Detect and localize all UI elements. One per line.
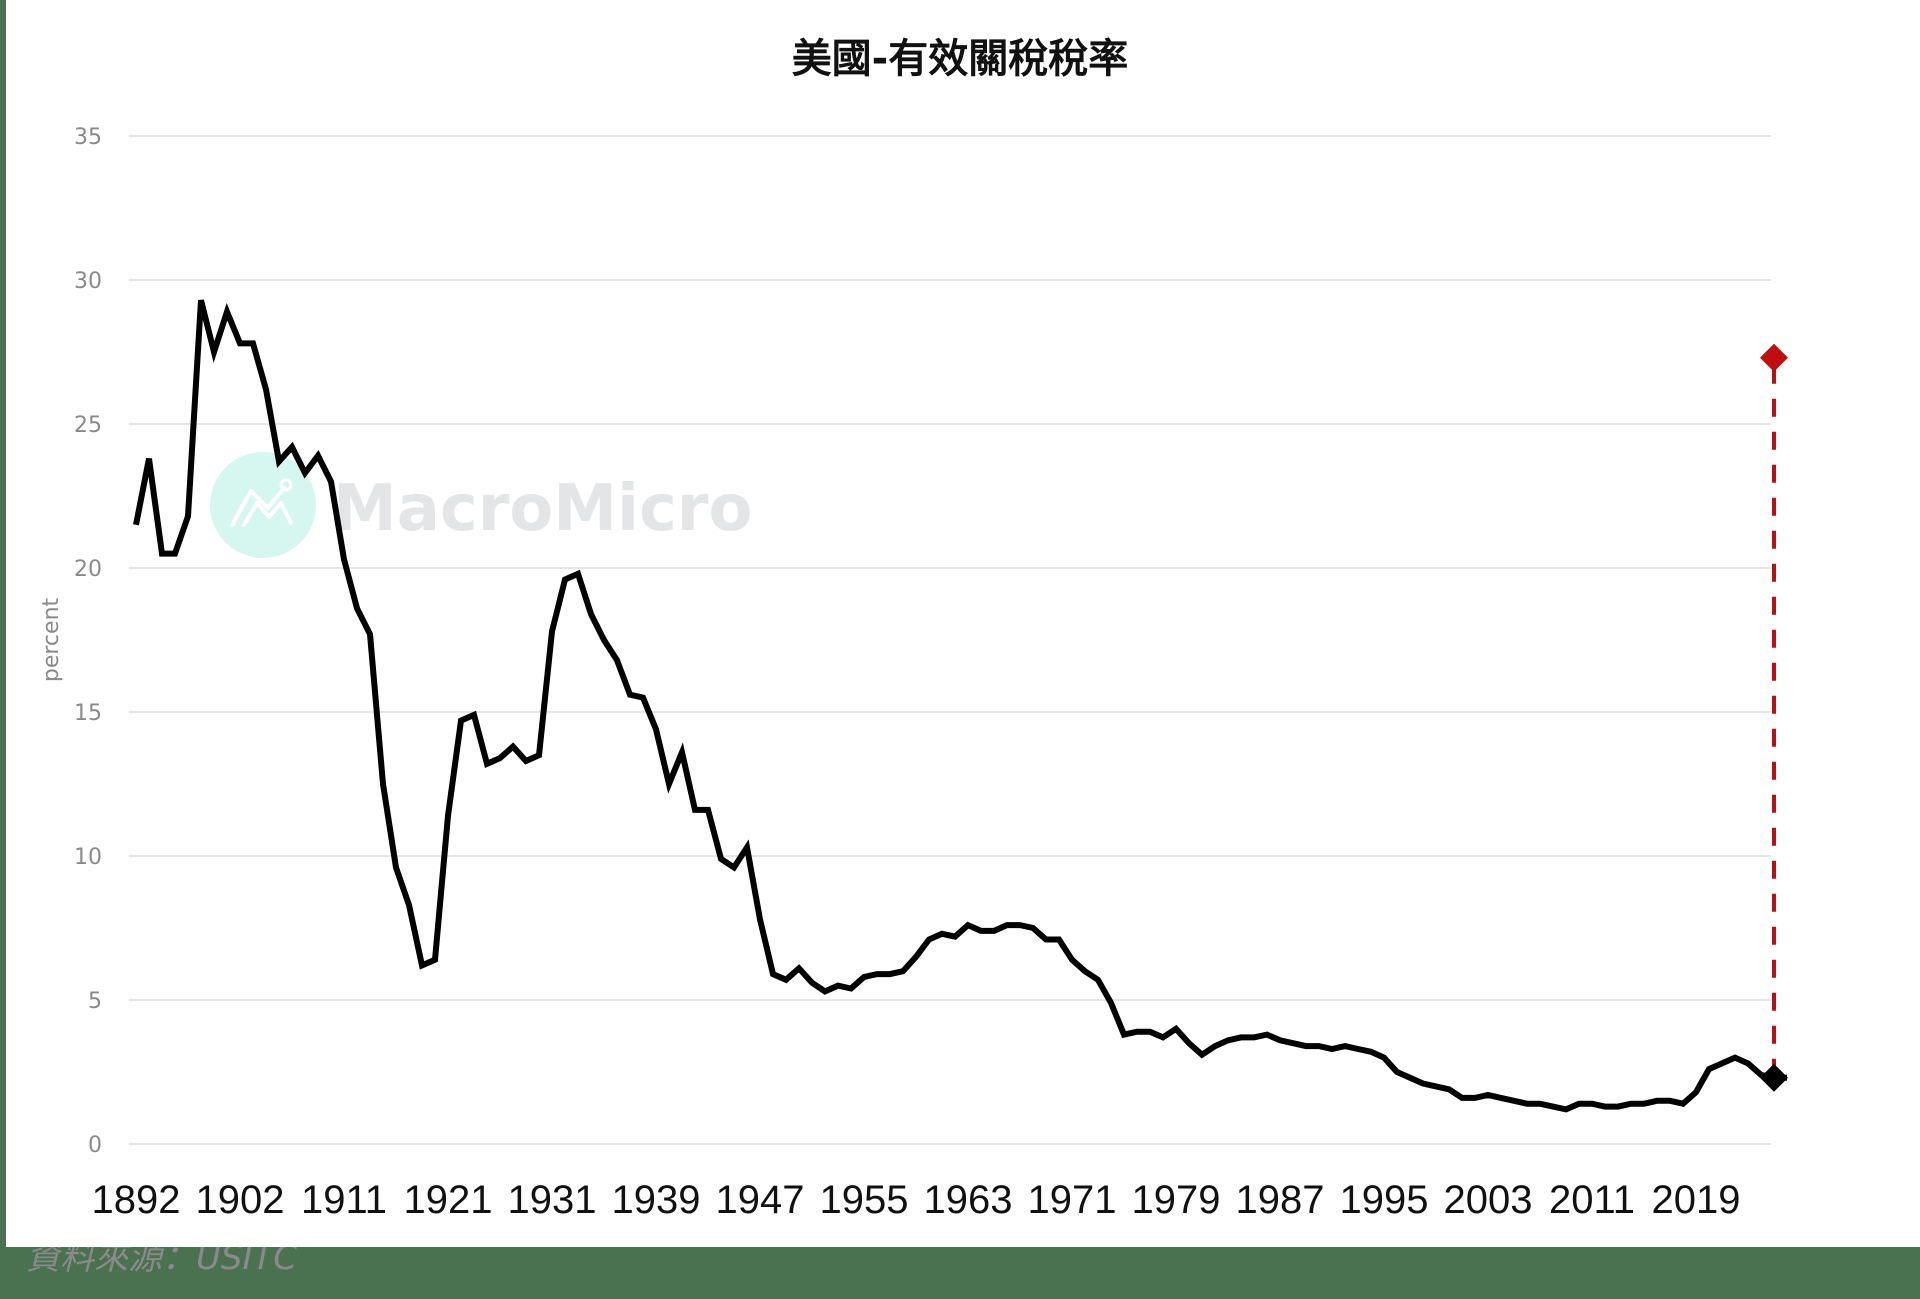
y-gridlines (129, 135, 1771, 1145)
x-tick-label: 1987 (1236, 1178, 1325, 1222)
x-tick-label: 1955 (820, 1178, 909, 1222)
tariff-rate-line (133, 299, 1787, 1113)
y-tick-label: 0 (88, 1133, 102, 1158)
x-tick-label: 1995 (1340, 1178, 1429, 1222)
x-tick-label: 1979 (1132, 1178, 1221, 1222)
y-tick-label: 5 (88, 989, 102, 1014)
chart-panel (6, 0, 1920, 1247)
x-tick-label: 1892 (92, 1178, 181, 1222)
chart-title: 美國-有效關稅稅率 (791, 36, 1129, 82)
current-value-diamond-icon (1760, 1063, 1788, 1092)
watermark-text: MacroMicro (333, 472, 752, 546)
x-tick-label: 1939 (612, 1178, 701, 1222)
x-tick-label: 2003 (1444, 1178, 1533, 1222)
x-axis-ticks: 1892 1902 1911 1921 1931 1939 1947 1955 1963 1971… (92, 1178, 1741, 1222)
x-tick-label: 2019 (1652, 1178, 1741, 1222)
y-axis-ticks: 0 5 10 15 20 25 30 35 (74, 125, 102, 1158)
x-tick-label: 2011 (1549, 1178, 1635, 1222)
y-tick-label: 30 (74, 269, 102, 294)
y-tick-label: 10 (74, 845, 102, 870)
x-tick-label: 1971 (1028, 1178, 1117, 1222)
x-tick-label: 1921 (404, 1178, 493, 1222)
x-tick-label: 1902 (196, 1178, 285, 1222)
watermark: MacroMicro (210, 452, 752, 558)
x-tick-label: 1911 (301, 1178, 387, 1222)
projected-value-diamond-icon (1760, 343, 1788, 372)
y-tick-label: 20 (74, 557, 102, 582)
x-tick-label: 1963 (924, 1178, 1013, 1222)
x-tick-label: 1931 (508, 1178, 597, 1222)
y-axis-label: percent (39, 597, 64, 682)
y-tick-label: 15 (74, 701, 102, 726)
x-tick-label: 1947 (716, 1178, 805, 1222)
y-tick-label: 25 (74, 413, 102, 438)
y-tick-label: 35 (74, 125, 102, 150)
